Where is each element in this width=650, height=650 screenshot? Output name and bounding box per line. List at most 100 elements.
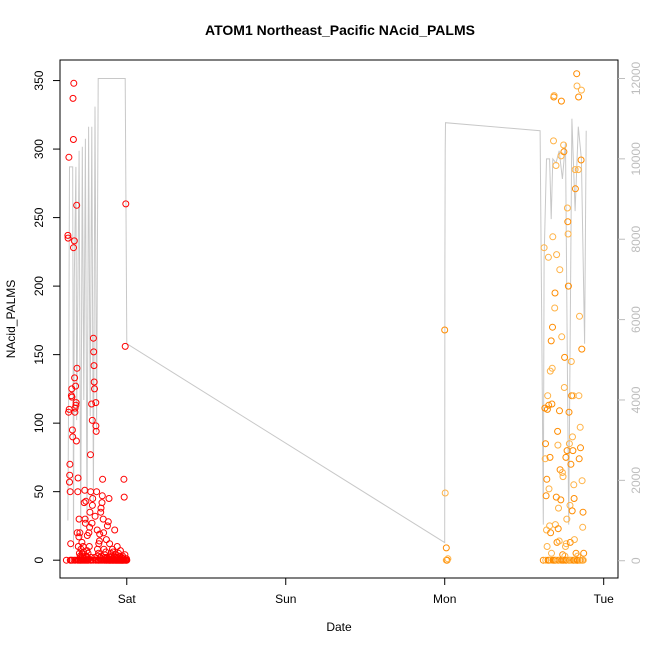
- data-point: [568, 507, 576, 515]
- data-point: [68, 426, 76, 434]
- data-point: [576, 312, 583, 320]
- data-point: [105, 495, 113, 502]
- data-point: [100, 529, 108, 537]
- data-point: [89, 334, 97, 342]
- data-point: [80, 499, 88, 507]
- data-point: [546, 522, 554, 530]
- data-point: [577, 86, 585, 94]
- data-point: [90, 348, 98, 356]
- data-point: [548, 549, 555, 557]
- data-point: [64, 234, 72, 242]
- altitude-line: [67, 78, 587, 549]
- y2-tick-label: 4000: [629, 386, 643, 413]
- data-point: [578, 345, 586, 353]
- y-tick-label: 200: [32, 276, 46, 296]
- data-point: [67, 540, 75, 548]
- data-point: [87, 488, 95, 496]
- data-point: [563, 515, 571, 523]
- data-point: [575, 93, 583, 101]
- data-point: [71, 408, 79, 416]
- data-point: [573, 70, 581, 78]
- data-point: [551, 304, 559, 312]
- data-point: [542, 440, 549, 448]
- y-tick-label: 350: [32, 70, 46, 90]
- data-point: [549, 233, 557, 241]
- series-1: [62, 79, 131, 564]
- data-point: [548, 364, 556, 372]
- data-point: [558, 469, 566, 476]
- data-point: [555, 504, 562, 512]
- data-point: [111, 526, 119, 534]
- x-axis: Sat Sun Mon Tue: [118, 578, 614, 606]
- data-point: [542, 556, 550, 564]
- data-point: [97, 504, 105, 512]
- data-point: [92, 427, 100, 435]
- y-tick-label: 100: [32, 413, 46, 433]
- data-point: [557, 97, 565, 105]
- data-point: [563, 556, 570, 564]
- data-point: [546, 453, 554, 461]
- data-point: [442, 544, 450, 552]
- data-point: [73, 529, 81, 537]
- data-point: [544, 392, 552, 400]
- data-point: [95, 537, 103, 545]
- data-point: [69, 433, 77, 441]
- y-tick-label: 250: [32, 207, 46, 227]
- data-point: [91, 512, 99, 520]
- y-tick-label: 50: [32, 485, 46, 499]
- data-point: [567, 460, 575, 468]
- altitude-line-layer: [67, 78, 587, 549]
- data-point: [64, 231, 72, 239]
- data-point: [576, 423, 584, 431]
- data-point: [73, 201, 81, 209]
- x-tick-label: Tue: [594, 592, 615, 606]
- data-point: [75, 533, 83, 541]
- data-point: [81, 519, 89, 527]
- data-point: [562, 453, 570, 461]
- data-point: [88, 519, 96, 527]
- y2-tick-label: 8000: [629, 226, 643, 253]
- data-point: [76, 529, 84, 537]
- data-point: [93, 488, 101, 496]
- data-point: [99, 475, 107, 483]
- data-point: [543, 543, 551, 550]
- data-point: [81, 515, 89, 523]
- data-point: [82, 497, 90, 505]
- data-point: [120, 493, 128, 501]
- data-point: [573, 82, 581, 90]
- data-point: [550, 137, 557, 145]
- data-point: [102, 536, 110, 544]
- y2-tick-label: 2000: [629, 467, 643, 494]
- data-point: [71, 374, 79, 382]
- data-point: [562, 543, 569, 550]
- data-point: [70, 79, 78, 87]
- data-point: [574, 166, 582, 174]
- data-point: [88, 400, 96, 408]
- data-point: [556, 266, 564, 274]
- data-point: [554, 525, 562, 533]
- data-point: [560, 148, 568, 156]
- data-point: [569, 447, 577, 455]
- data-point: [104, 518, 112, 526]
- data-point: [70, 237, 78, 245]
- data-point: [570, 495, 578, 502]
- data-point: [122, 200, 130, 208]
- data-point: [574, 556, 582, 564]
- y2-tick-label: 10000: [629, 142, 643, 176]
- data-point: [86, 508, 94, 516]
- data-point: [577, 444, 584, 452]
- data-point: [541, 455, 549, 463]
- data-point: [575, 455, 583, 463]
- data-point: [578, 477, 586, 485]
- data-point: [547, 337, 555, 345]
- data-point: [66, 460, 74, 468]
- data-point: [565, 408, 573, 416]
- data-point: [92, 399, 100, 407]
- data-point: [564, 282, 572, 290]
- data-point: [85, 543, 93, 550]
- data-point: [543, 405, 551, 413]
- data-point: [70, 244, 77, 252]
- data-point: [74, 488, 82, 496]
- data-point: [90, 378, 98, 386]
- data-point: [113, 543, 121, 550]
